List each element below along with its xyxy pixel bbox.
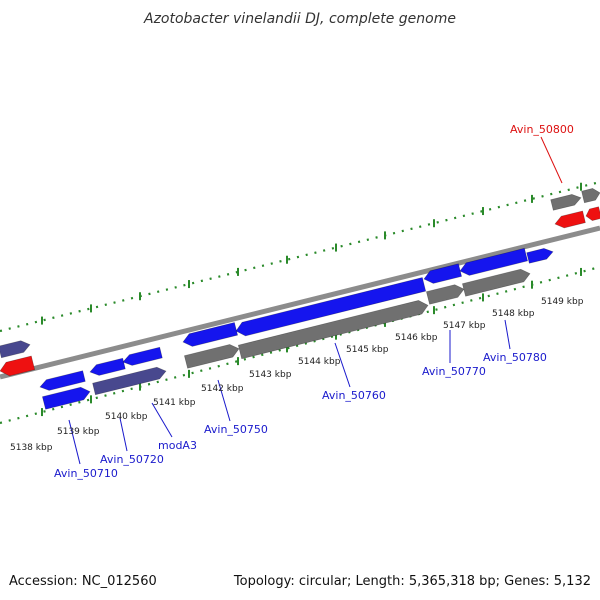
label-leaders [68, 136, 563, 465]
gene-label[interactable]: modA3 [158, 439, 197, 452]
tick-label: 5148 kbp [492, 309, 535, 319]
gene-arrow [459, 247, 528, 276]
leader-line [334, 342, 351, 388]
gene-arrow [184, 344, 240, 369]
gene-arrow [42, 386, 91, 410]
gene-arrow [0, 340, 31, 359]
gene-label[interactable]: Avin_50760 [322, 389, 386, 402]
gene-arrow [426, 284, 465, 305]
gene-arrow [554, 210, 586, 229]
scale-ticks [41, 182, 582, 417]
tick-label: 5140 kbp [105, 412, 148, 422]
gene-arrow [235, 277, 427, 337]
gene-arrow [89, 357, 126, 376]
gene-track [0, 188, 600, 410]
tick-label: 5149 kbp [541, 297, 584, 307]
gene-label[interactable]: Avin_50770 [422, 365, 486, 378]
gene-arrow [92, 366, 167, 396]
leader-line [151, 402, 173, 438]
gene-label[interactable]: Avin_50750 [204, 423, 268, 436]
gene-label[interactable]: Avin_50780 [483, 351, 547, 364]
gene-arrow [0, 355, 36, 377]
leader-line [68, 419, 81, 465]
tick-label: 5142 kbp [201, 384, 244, 394]
map-title: Azotobacter vinelandii DJ, complete geno… [143, 11, 456, 27]
gene-arrow [526, 248, 554, 264]
gene-label[interactable]: Avin_50710 [54, 467, 118, 480]
gene-arrow [423, 263, 462, 284]
gene-labels: Avin_50710 Avin_50720 modA3 Avin_50750 A… [54, 123, 574, 480]
gene-arrow [182, 322, 238, 347]
leader-line [504, 319, 511, 350]
scale-tick-labels: 5138 kbp 5139 kbp 5140 kbp 5141 kbp 5142… [10, 297, 584, 453]
gene-arrow [585, 206, 600, 221]
gene-arrow [122, 346, 163, 366]
tick-label: 5141 kbp [153, 398, 196, 408]
tick-label: 5143 kbp [249, 370, 292, 380]
tick-label: 5146 kbp [395, 333, 438, 343]
gene-arrow [462, 268, 531, 297]
gene-arrow [39, 370, 86, 391]
gene-label[interactable]: Avin_50800 [510, 123, 574, 136]
tick-label: 5147 kbp [443, 321, 486, 331]
tick-label: 5145 kbp [346, 345, 389, 355]
genome-backbone [0, 225, 600, 380]
leader-line [119, 417, 128, 452]
tick-label: 5144 kbp [298, 357, 341, 367]
leader-line [217, 379, 231, 422]
leader-line [540, 136, 563, 184]
accession-text: Accession: NC_012560 [9, 574, 157, 589]
tick-label: 5139 kbp [57, 427, 100, 437]
gene-arrow [237, 300, 429, 360]
gene-arrow [550, 194, 582, 211]
gene-arrow [581, 188, 600, 204]
topology-text: Topology: circular; Length: 5,365,318 bp… [233, 574, 591, 589]
gene-label[interactable]: Avin_50720 [100, 453, 164, 466]
tick-label: 5138 kbp [10, 443, 53, 453]
